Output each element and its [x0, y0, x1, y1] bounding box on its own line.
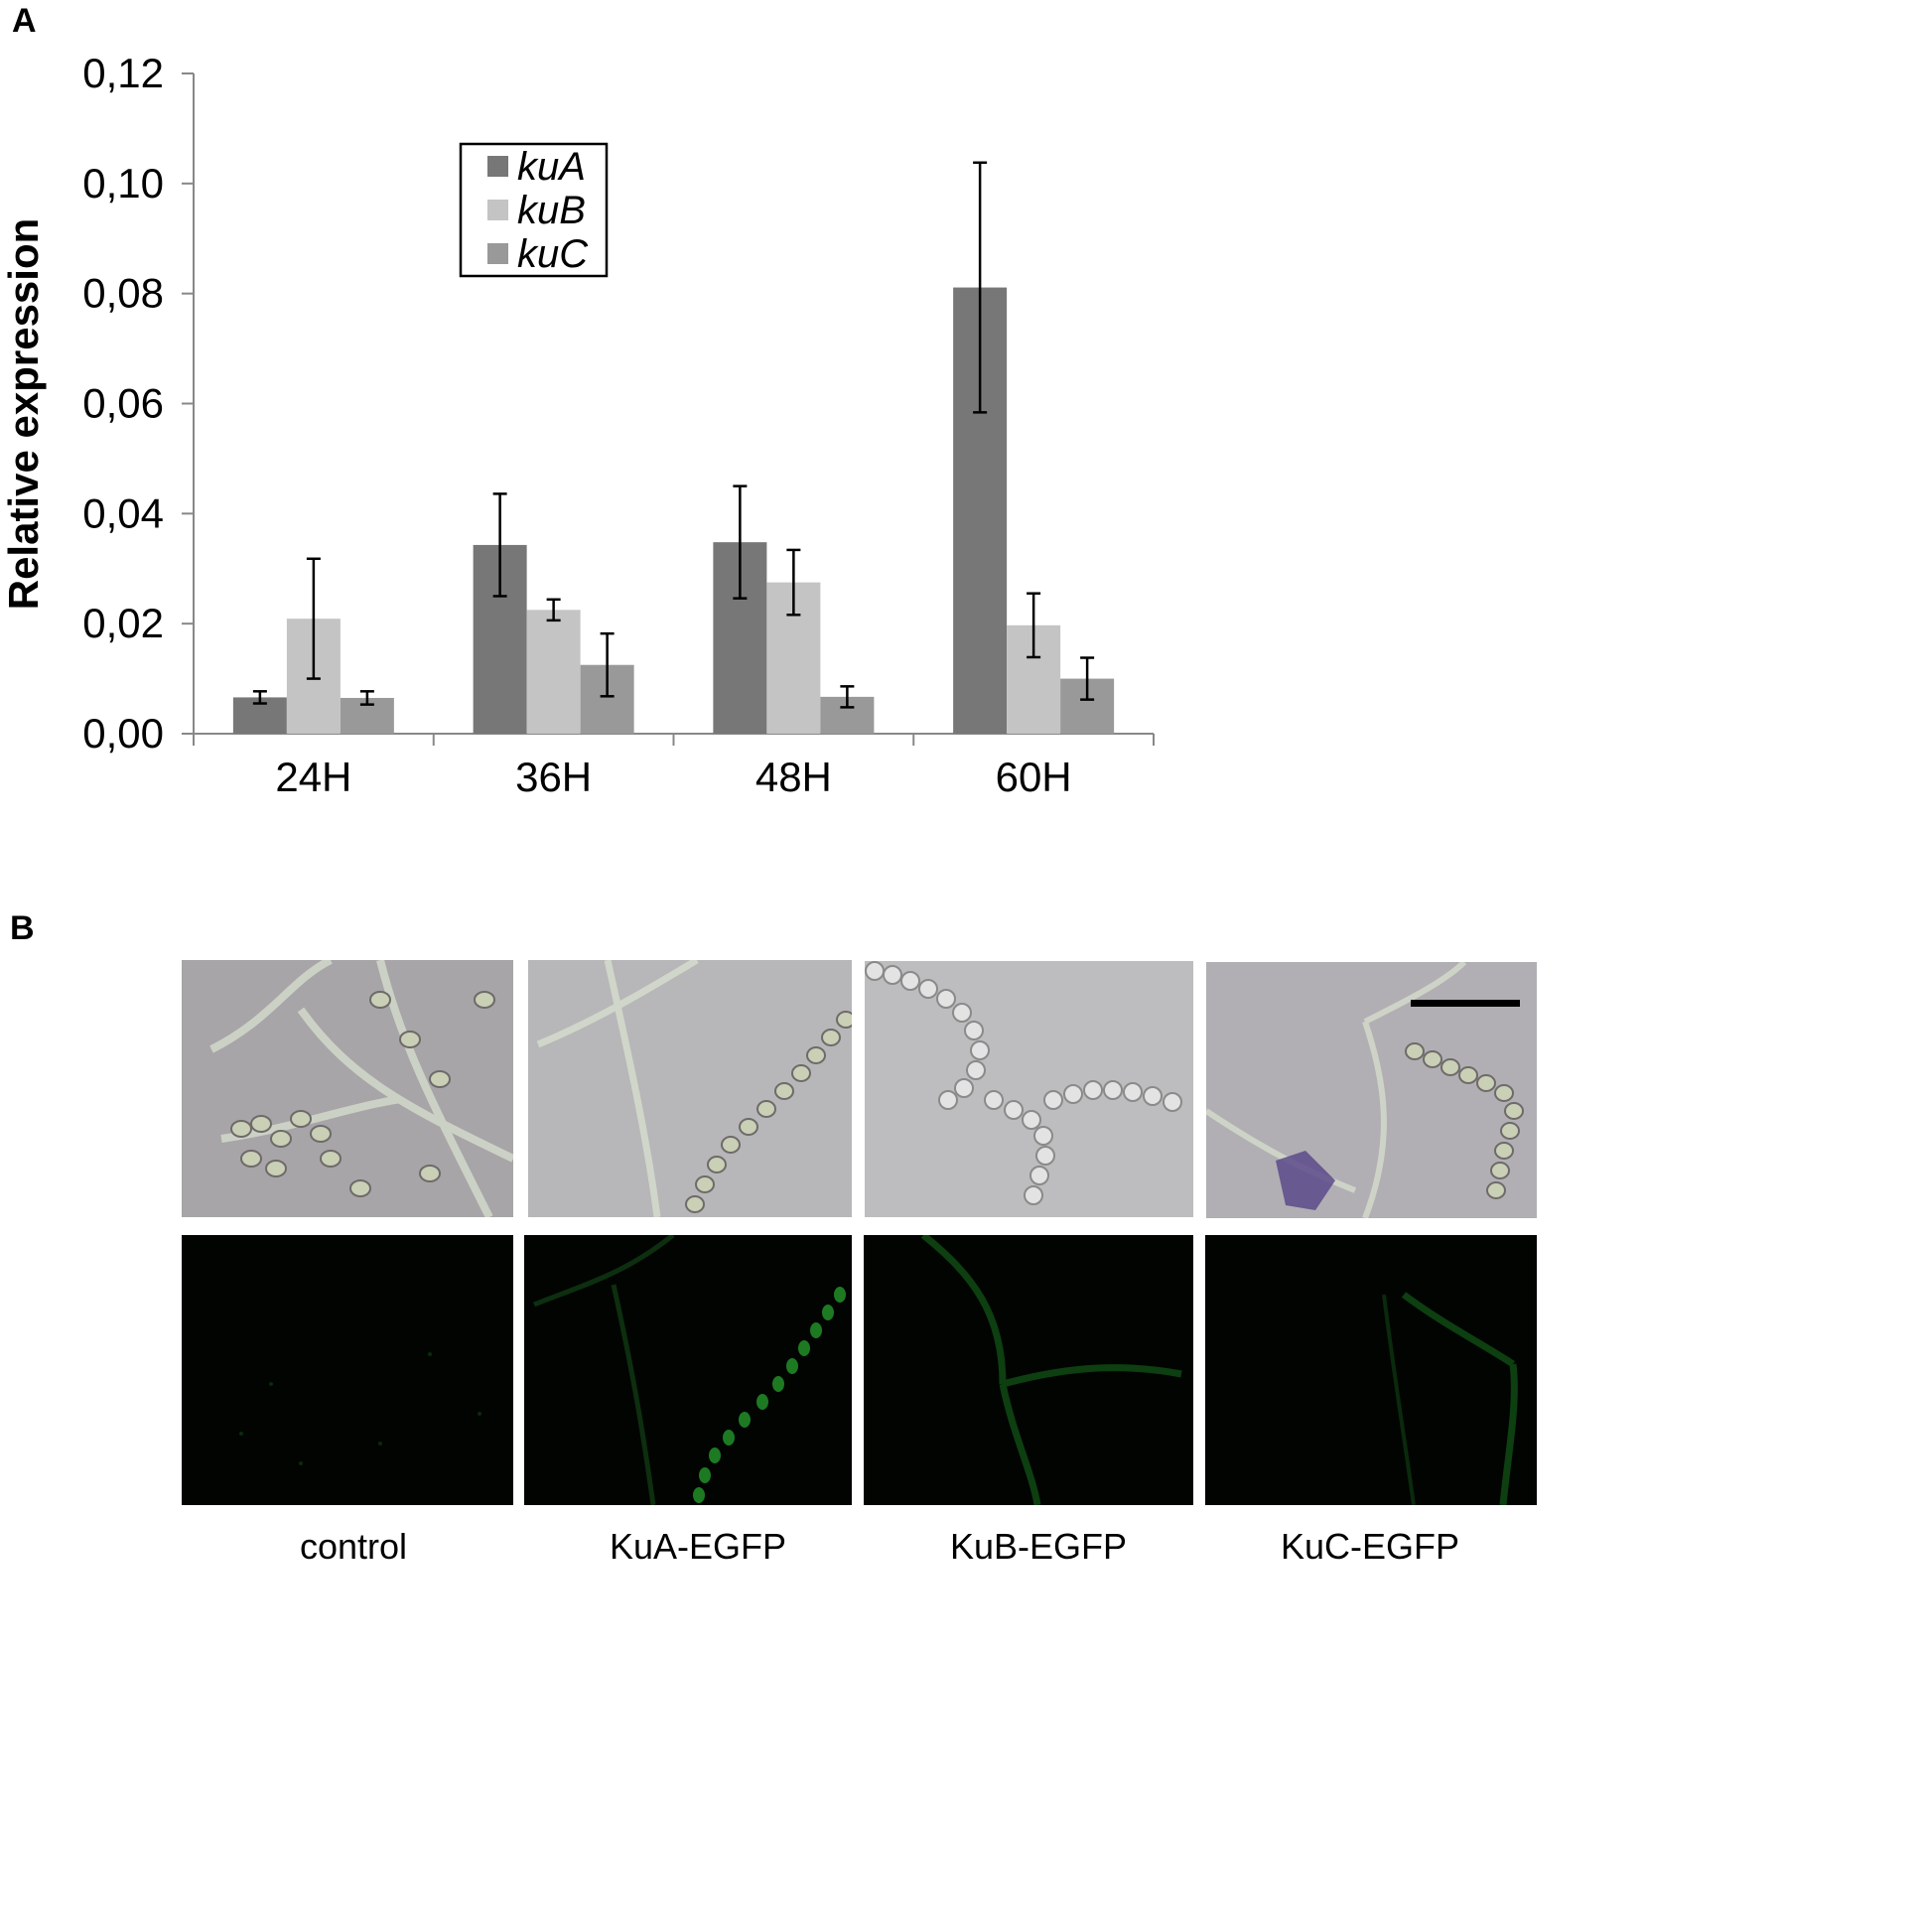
legend-label: kuB	[517, 189, 586, 232]
fluorescence-image-control	[182, 1235, 513, 1505]
panel-label-a: A	[12, 2, 37, 40]
x-tick-label: 36H	[515, 754, 592, 800]
scale-bar	[1411, 1000, 1520, 1007]
legend-swatch	[487, 243, 508, 264]
y-axis-label: Relative expression	[0, 218, 47, 611]
y-tick-label: 0,04	[82, 489, 164, 536]
fluorescence-picture	[524, 1235, 852, 1505]
brightfield-image-control	[182, 960, 513, 1217]
legend-swatch	[487, 200, 508, 220]
legend-swatch	[487, 156, 508, 177]
bars	[232, 287, 1115, 734]
y-tick-label: 0,00	[82, 710, 164, 757]
panel-label-b: B	[10, 909, 35, 947]
x-tick-label: 24H	[275, 754, 351, 800]
x-tick-label: 48H	[755, 754, 832, 800]
fluorescence-picture	[182, 1235, 513, 1505]
brightfield-picture	[182, 960, 513, 1217]
brightfield-picture	[528, 960, 852, 1217]
micrograph-label-kuc: KuC-EGFP	[1280, 1526, 1460, 1567]
brightfield-image-kub	[865, 961, 1193, 1217]
brightfield-picture	[865, 961, 1193, 1217]
x-axis: 24H 36H 48H 60H	[193, 733, 1155, 800]
micrograph-label-control: control	[299, 1526, 408, 1567]
micrograph-label-kub: KuB-EGFP	[949, 1526, 1128, 1567]
error-bars	[252, 161, 1095, 709]
y-tick-label: 0,02	[82, 600, 164, 646]
bar-kuB	[526, 610, 581, 734]
fluorescence-image-kua	[524, 1235, 852, 1505]
fluorescence-image-kuc	[1205, 1235, 1537, 1505]
bar-chart: 0,00 0,02 0,04 0,06 0,08 0,10 0,12 24H 36H 48H 60…	[0, 50, 1155, 800]
micrograph-label-kua: KuA-EGFP	[609, 1526, 787, 1567]
fluorescence-picture	[864, 1235, 1193, 1505]
y-tick-label: 0,08	[82, 270, 164, 317]
fluorescence-picture	[1205, 1235, 1537, 1505]
legend-label: kuA	[517, 145, 586, 189]
legend-label: kuC	[517, 232, 589, 276]
brightfield-image-kuc	[1206, 962, 1537, 1218]
y-tick-label: 0,12	[82, 50, 164, 96]
y-tick-label: 0,10	[82, 160, 164, 207]
y-axis: 0,00 0,02 0,04 0,06 0,08 0,10 0,12	[82, 50, 195, 757]
y-tick-label: 0,06	[82, 380, 164, 427]
fluorescence-image-kub	[864, 1235, 1193, 1505]
brightfield-image-kua	[528, 960, 852, 1217]
brightfield-picture	[1206, 962, 1537, 1218]
x-tick-label: 60H	[996, 754, 1072, 800]
legend-box	[459, 142, 609, 278]
